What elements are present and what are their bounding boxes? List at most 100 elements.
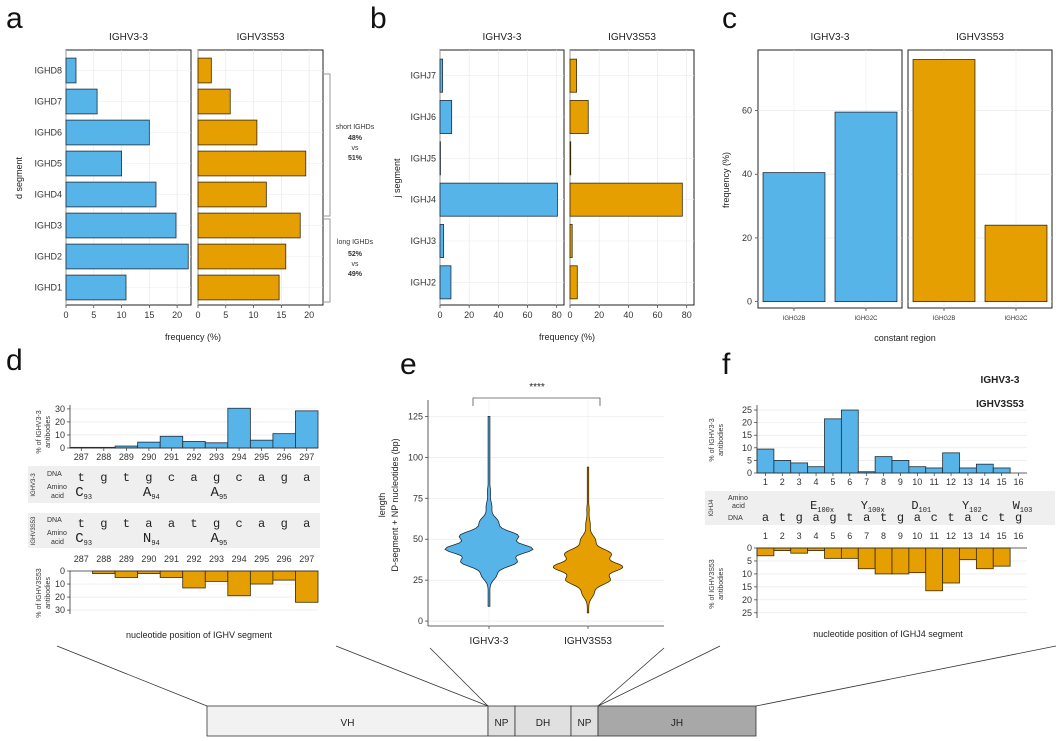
connector-line [755,645,1057,707]
gene-segment-vh [206,705,489,737]
y-tick-label: IGHD5 [34,159,62,169]
dna-base: a [812,511,819,525]
y-tick-label: 5 [747,455,752,465]
bottom-y-label-1: % of IGHV3S53 [709,559,716,609]
row-side-label: IGHV3-3 [31,473,37,497]
y-tick-label: 0 [747,543,752,553]
facet-title: IGHV3S53 [608,32,656,43]
x-tick-label: IGHG2C [1004,316,1028,322]
connector-line [429,647,489,707]
position-label: 294 [232,554,247,564]
position-label: 294 [232,452,247,462]
x-tick-label: 40 [493,310,503,320]
sequence-row-band [705,491,1055,525]
x-axis-label: nucleotide position of IGHJ4 segment [813,629,963,639]
y-tick-label: 25 [413,575,423,585]
y-tick-label: IGHD3 [34,221,62,231]
y-tick-label: 0 [418,616,423,626]
position-label: 8 [881,477,886,487]
position-label: 7 [864,531,869,541]
significance-stars: **** [529,382,545,393]
y-tick-label: 15 [742,430,752,440]
bar-top-295 [249,439,274,449]
dna-base: a [303,471,310,485]
position-label: 291 [164,452,179,462]
bar-top-297 [295,410,319,449]
panel-letter-a: a [6,2,23,35]
x-tick-label: 20 [594,310,604,320]
dna-base: g [145,471,152,485]
x-tick-label: 20 [304,310,314,320]
bar-bottom-3 [790,547,809,554]
bar-IGHD4 [197,181,267,208]
bar-top-5 [824,418,842,474]
connector-line [597,647,665,707]
bar-bottom-1 [756,547,775,557]
position-label: 4 [814,477,819,487]
bar-IGHD2 [65,243,189,270]
dna-base: t [78,471,85,485]
position-label: 2 [780,531,785,541]
bar-IGHD6 [197,119,258,146]
dna-base: t [123,517,130,531]
bar-top-291 [159,435,184,449]
x-tick-label: IGHV3S53 [564,636,612,647]
gene-segment-label: NP [578,718,592,729]
position-label: 5 [830,477,835,487]
y-tick-label: 25 [742,608,752,618]
bar-IGHJ4 [439,182,558,217]
bar-bottom-291 [159,570,184,578]
x-tick-label: 0 [195,310,200,320]
bar-IGHD3 [197,212,301,239]
bar-bottom-15 [992,547,1011,567]
bar-bottom-12 [942,547,960,584]
dna-base: a [762,511,769,525]
violin-ighv3-3 [444,416,534,607]
dna-base: g [213,471,220,485]
x-tick-label: 10 [117,310,127,320]
y-tick-label: 5 [747,556,752,566]
amino-label: acid [51,493,64,500]
dna-base: t [998,511,1005,525]
bar-IGHJ5 [569,141,572,176]
bar-bottom-295 [249,570,274,585]
y-tick-label: 20 [742,418,752,428]
bar-IGHD1 [197,274,280,301]
dna-base: c [235,517,242,531]
dna-base: t [123,471,130,485]
position-label: 3 [797,531,802,541]
facet-title: IGHV3-3 [811,32,850,43]
amino-acid: C93 [75,485,92,502]
x-tick-label: 60 [523,310,533,320]
position-label: 291 [164,554,179,564]
dna-base: c [931,511,938,525]
bar-IGHJ7 [569,58,577,93]
gene-segment-label: VH [341,718,355,729]
position-label: 290 [141,554,156,564]
dna-base: t [880,511,887,525]
bar-IGHJ3 [439,224,445,258]
annotation-long-b: 49% [348,271,363,278]
row-side-label: IGHV3S53 [31,516,37,545]
position-label: 9 [898,531,903,541]
bar-IGHG2B [762,172,826,303]
position-label: 12 [946,531,956,541]
sequence-row-band [28,466,320,503]
bar-IGHJ2 [439,265,452,300]
x-tick-label: IGHG2B [783,316,806,322]
x-tick-label: 80 [552,310,562,320]
bar-top-14 [975,463,994,474]
position-label: 289 [119,452,134,462]
position-label: 293 [209,452,224,462]
y-tick-label: IGHD4 [34,190,62,200]
x-axis-label: nucleotide position of IGHV segment [126,630,273,640]
amino-acid: A95 [211,531,228,548]
position-label: 293 [209,554,224,564]
y-tick-label: IGHJ5 [410,153,436,163]
position-label: 288 [96,554,111,564]
x-tick-label: 0 [437,310,442,320]
y-tick-label: 10 [742,443,752,453]
bar-IGHJ4 [569,182,683,217]
y-tick-label: 10 [55,430,65,440]
dna-base: g [213,517,220,531]
